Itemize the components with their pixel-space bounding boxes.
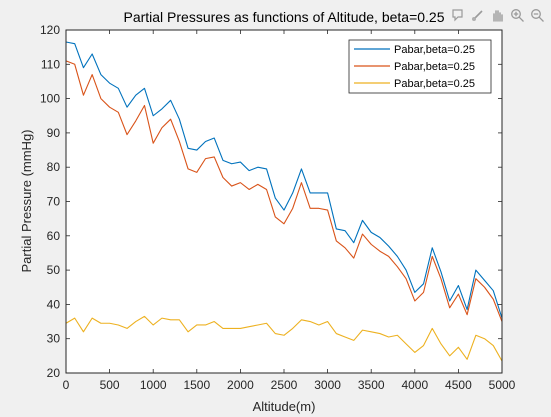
legend-label-3: Pabar,beta=0.25	[394, 78, 475, 90]
brush-icon[interactable]	[469, 7, 486, 24]
plot-frame	[65, 29, 503, 374]
y-tick-label: 100	[40, 92, 60, 106]
y-tick-label: 90	[47, 126, 61, 140]
y-tick-label: 80	[47, 160, 61, 174]
legend-label-2: Pabar,beta=0.25	[394, 61, 475, 73]
chart-title: Partial Pressures as functions of Altitu…	[123, 9, 444, 25]
legend: Pabar,beta=0.25 Pabar,beta=0.25 Pabar,beta…	[348, 39, 492, 94]
x-tick-label: 1500	[183, 378, 210, 392]
x-tick-label: 3000	[314, 378, 341, 392]
x-axis-label: Altitude(m)	[253, 399, 316, 414]
y-tick-label: 120	[40, 23, 60, 37]
series-line-1	[65, 41, 503, 319]
datatip-icon[interactable]	[449, 7, 466, 24]
zoom-out-icon[interactable]	[529, 7, 546, 24]
axes-toolbar	[449, 7, 551, 25]
x-tick-label: 500	[100, 378, 120, 392]
x-tick-label: 2000	[227, 378, 254, 392]
y-tick-label: 50	[47, 263, 61, 277]
zoom-in-icon[interactable]	[509, 7, 526, 24]
series-line-3	[65, 315, 503, 362]
x-tick-label: 4000	[401, 378, 428, 392]
x-tick-label: 0	[63, 378, 70, 392]
y-tick-label: 30	[47, 332, 61, 346]
y-tick-label: 40	[47, 297, 61, 311]
x-tick-label: 5000	[489, 378, 516, 392]
series-line-2	[65, 60, 503, 322]
y-tick-label: 70	[47, 195, 61, 209]
legend-label-1: Pabar,beta=0.25	[394, 44, 475, 56]
x-tick-label: 1000	[140, 378, 167, 392]
x-tick-label: 2500	[271, 378, 298, 392]
x-tick-label: 4500	[445, 378, 472, 392]
y-axis-label: Partial Pressure (mmHg)	[19, 129, 34, 272]
y-tick-label: 20	[47, 366, 61, 380]
pan-icon[interactable]	[489, 7, 506, 24]
x-tick-label: 3500	[358, 378, 385, 392]
y-tick-label: 60	[47, 229, 61, 243]
y-tick-label: 110	[41, 57, 60, 71]
